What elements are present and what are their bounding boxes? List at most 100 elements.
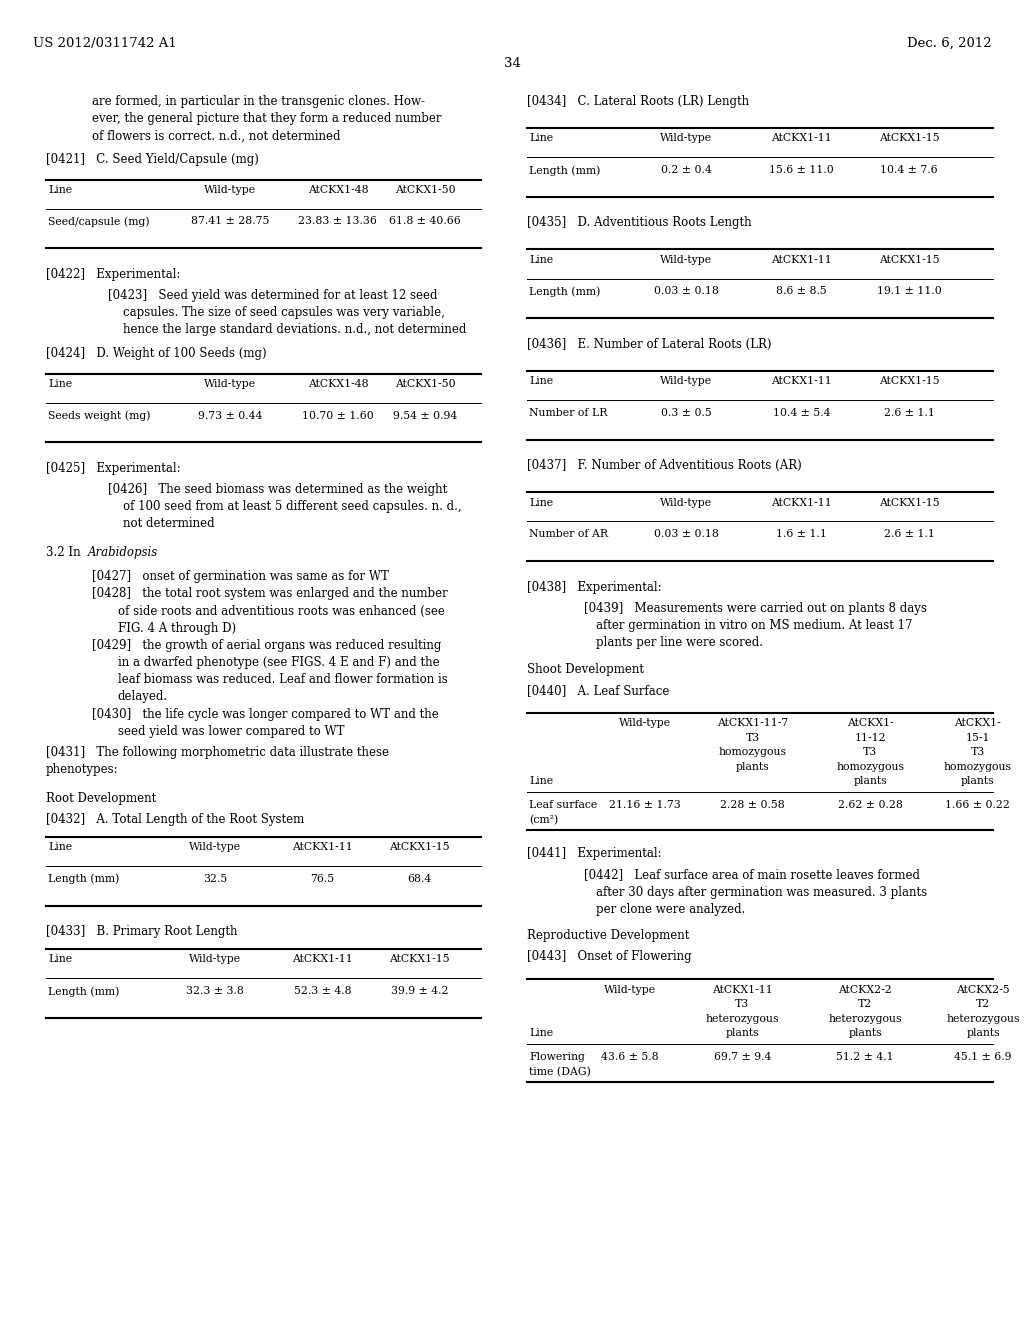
- Text: Number of AR: Number of AR: [529, 529, 608, 540]
- Text: Dec. 6, 2012: Dec. 6, 2012: [906, 37, 991, 50]
- Text: 8.6 ± 8.5: 8.6 ± 8.5: [776, 286, 827, 297]
- Text: AtCKX1-11: AtCKX1-11: [771, 255, 833, 265]
- Text: homozygous: homozygous: [944, 762, 1012, 772]
- Text: [0423]   Seed yield was determined for at least 12 seed: [0423] Seed yield was determined for at …: [108, 289, 437, 302]
- Text: Arabidopsis: Arabidopsis: [88, 546, 159, 560]
- Text: 45.1 ± 6.9: 45.1 ± 6.9: [954, 1052, 1012, 1063]
- Text: AtCKX1-15: AtCKX1-15: [879, 133, 940, 144]
- Text: Leaf surface: Leaf surface: [529, 800, 598, 810]
- Text: 76.5: 76.5: [310, 874, 335, 884]
- Text: AtCKX1-11: AtCKX1-11: [292, 954, 353, 965]
- Text: 21.16 ± 1.73: 21.16 ± 1.73: [609, 800, 681, 810]
- Text: time (DAG): time (DAG): [529, 1067, 591, 1077]
- Text: AtCKX1-15: AtCKX1-15: [879, 498, 940, 508]
- Text: Length (mm): Length (mm): [529, 286, 601, 297]
- Text: T3: T3: [745, 733, 760, 743]
- Text: US 2012/0311742 A1: US 2012/0311742 A1: [33, 37, 176, 50]
- Text: 69.7 ± 9.4: 69.7 ± 9.4: [714, 1052, 771, 1063]
- Text: 34: 34: [504, 57, 520, 70]
- Text: T2: T2: [858, 999, 872, 1010]
- Text: Seed/capsule (mg): Seed/capsule (mg): [48, 216, 150, 227]
- Text: Wild-type: Wild-type: [189, 954, 241, 965]
- Text: heterozygous: heterozygous: [706, 1014, 779, 1024]
- Text: AtCKX1-15: AtCKX1-15: [389, 954, 451, 965]
- Text: 51.2 ± 4.1: 51.2 ± 4.1: [837, 1052, 894, 1063]
- Text: 23.83 ± 13.36: 23.83 ± 13.36: [298, 216, 378, 227]
- Text: after 30 days after germination was measured. 3 plants: after 30 days after germination was meas…: [596, 886, 927, 899]
- Text: 2.6 ± 1.1: 2.6 ± 1.1: [884, 408, 935, 418]
- Text: [0443]   Onset of Flowering: [0443] Onset of Flowering: [527, 950, 692, 964]
- Text: T3: T3: [735, 999, 750, 1010]
- Text: Number of LR: Number of LR: [529, 408, 608, 418]
- Text: AtCKX1-15: AtCKX1-15: [879, 255, 940, 265]
- Text: [0440]   A. Leaf Surface: [0440] A. Leaf Surface: [527, 684, 670, 697]
- Text: [0427]   onset of germination was same as for WT: [0427] onset of germination was same as …: [92, 570, 389, 583]
- Text: AtCKX2-2: AtCKX2-2: [839, 985, 892, 995]
- Text: T3: T3: [863, 747, 878, 758]
- Text: 3.2 In: 3.2 In: [46, 546, 84, 560]
- Text: plants: plants: [736, 762, 769, 772]
- Text: Wild-type: Wild-type: [205, 379, 256, 389]
- Text: plants: plants: [962, 776, 994, 787]
- Text: 32.3 ± 3.8: 32.3 ± 3.8: [186, 986, 244, 997]
- Text: [0436]   E. Number of Lateral Roots (LR): [0436] E. Number of Lateral Roots (LR): [527, 338, 772, 351]
- Text: [0430]   the life cycle was longer compared to WT and the: [0430] the life cycle was longer compare…: [92, 708, 439, 721]
- Text: [0441]   Experimental:: [0441] Experimental:: [527, 847, 662, 861]
- Text: AtCKX1-15: AtCKX1-15: [879, 376, 940, 387]
- Text: (cm²): (cm²): [529, 814, 559, 825]
- Text: Wild-type: Wild-type: [604, 985, 655, 995]
- Text: [0439]   Measurements were carried out on plants 8 days: [0439] Measurements were carried out on …: [584, 602, 927, 615]
- Text: 0.03 ± 0.18: 0.03 ± 0.18: [653, 286, 719, 297]
- Text: Seeds weight (mg): Seeds weight (mg): [48, 411, 151, 421]
- Text: homozygous: homozygous: [837, 762, 904, 772]
- Text: [0429]   the growth of aerial organs was reduced resulting: [0429] the growth of aerial organs was r…: [92, 639, 441, 652]
- Text: leaf biomass was reduced. Leaf and flower formation is: leaf biomass was reduced. Leaf and flowe…: [118, 673, 447, 686]
- Text: plants: plants: [967, 1028, 999, 1039]
- Text: 52.3 ± 4.8: 52.3 ± 4.8: [294, 986, 351, 997]
- Text: T2: T2: [976, 999, 990, 1010]
- Text: heterozygous: heterozygous: [946, 1014, 1020, 1024]
- Text: homozygous: homozygous: [719, 747, 786, 758]
- Text: Line: Line: [529, 776, 554, 787]
- Text: in a dwarfed phenotype (see FIGS. 4 E and F) and the: in a dwarfed phenotype (see FIGS. 4 E an…: [118, 656, 439, 669]
- Text: of flowers is correct. n.d., not determined: of flowers is correct. n.d., not determi…: [92, 129, 341, 143]
- Text: 1.66 ± 0.22: 1.66 ± 0.22: [945, 800, 1011, 810]
- Text: delayed.: delayed.: [118, 690, 168, 704]
- Text: [0426]   The seed biomass was determined as the weight: [0426] The seed biomass was determined a…: [108, 483, 446, 496]
- Text: plants per line were scored.: plants per line were scored.: [596, 636, 763, 649]
- Text: 43.6 ± 5.8: 43.6 ± 5.8: [601, 1052, 658, 1063]
- Text: 10.4 ± 5.4: 10.4 ± 5.4: [773, 408, 830, 418]
- Text: [0433]   B. Primary Root Length: [0433] B. Primary Root Length: [46, 925, 238, 939]
- Text: Line: Line: [48, 185, 73, 195]
- Text: Wild-type: Wild-type: [620, 718, 671, 729]
- Text: [0434]   C. Lateral Roots (LR) Length: [0434] C. Lateral Roots (LR) Length: [527, 95, 750, 108]
- Text: AtCKX1-11: AtCKX1-11: [771, 498, 833, 508]
- Text: Line: Line: [529, 498, 554, 508]
- Text: [0421]   C. Seed Yield/Capsule (mg): [0421] C. Seed Yield/Capsule (mg): [46, 153, 259, 166]
- Text: Line: Line: [529, 255, 554, 265]
- Text: of side roots and adventitious roots was enhanced (see: of side roots and adventitious roots was…: [118, 605, 444, 618]
- Text: AtCKX1-11: AtCKX1-11: [771, 133, 833, 144]
- Text: [0437]   F. Number of Adventitious Roots (AR): [0437] F. Number of Adventitious Roots (…: [527, 459, 802, 473]
- Text: Shoot Development: Shoot Development: [527, 663, 644, 676]
- Text: Flowering: Flowering: [529, 1052, 586, 1063]
- Text: Wild-type: Wild-type: [660, 498, 712, 508]
- Text: 0.03 ± 0.18: 0.03 ± 0.18: [653, 529, 719, 540]
- Text: Wild-type: Wild-type: [205, 185, 256, 195]
- Text: Root Development: Root Development: [46, 792, 157, 805]
- Text: 9.73 ± 0.44: 9.73 ± 0.44: [199, 411, 262, 421]
- Text: AtCKX1-11: AtCKX1-11: [292, 842, 353, 853]
- Text: Line: Line: [48, 954, 73, 965]
- Text: [0432]   A. Total Length of the Root System: [0432] A. Total Length of the Root Syste…: [46, 813, 304, 826]
- Text: plants: plants: [726, 1028, 759, 1039]
- Text: AtCKX1-: AtCKX1-: [847, 718, 894, 729]
- Text: of 100 seed from at least 5 different seed capsules. n. d.,: of 100 seed from at least 5 different se…: [123, 500, 462, 513]
- Text: T3: T3: [971, 747, 985, 758]
- Text: 9.54 ± 0.94: 9.54 ± 0.94: [393, 411, 457, 421]
- Text: Line: Line: [48, 379, 73, 389]
- Text: [0424]   D. Weight of 100 Seeds (mg): [0424] D. Weight of 100 Seeds (mg): [46, 347, 266, 360]
- Text: 0.3 ± 0.5: 0.3 ± 0.5: [660, 408, 712, 418]
- Text: after germination in vitro on MS medium. At least 17: after germination in vitro on MS medium.…: [596, 619, 912, 632]
- Text: Line: Line: [529, 1028, 554, 1039]
- Text: 15.6 ± 11.0: 15.6 ± 11.0: [769, 165, 835, 176]
